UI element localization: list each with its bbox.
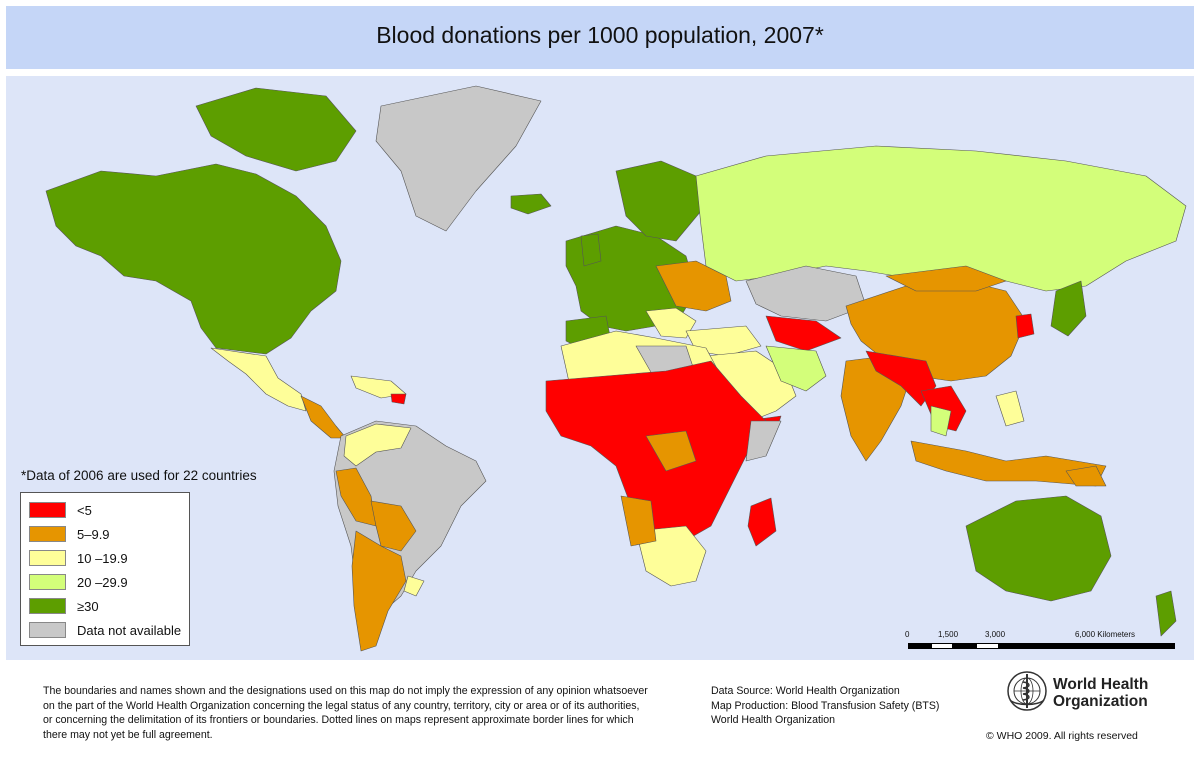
- region-argentina-chile: [351, 530, 407, 652]
- legend-item: <5: [29, 501, 92, 519]
- region-philippines: [995, 390, 1025, 427]
- source-line: Map Production: Blood Transfusion Safety…: [711, 699, 940, 712]
- legend-label: 20 –29.9: [77, 574, 128, 590]
- legend: <5 5–9.9 10 –19.9 20 –29.9 ≥30 Data not …: [20, 492, 190, 646]
- map-frame[interactable]: [6, 76, 1194, 660]
- legend-label: <5: [77, 502, 92, 518]
- legend-label: ≥30: [77, 598, 99, 614]
- region-eastern-europe: [655, 260, 732, 312]
- disclaimer-line: there may not yet be full agreement.: [43, 728, 213, 741]
- world-map[interactable]: [6, 76, 1194, 660]
- data-source: Data Source: World Health Organization M…: [711, 684, 981, 728]
- region-bolivia-paraguay: [370, 500, 417, 552]
- region-greenland: [375, 85, 542, 232]
- region-central-asia: [765, 315, 842, 352]
- scale-label: 1,500: [938, 630, 959, 639]
- title-bar: Blood donations per 1000 population, 200…: [6, 6, 1194, 69]
- region-kazakhstan: [745, 265, 867, 322]
- region-horn-of-africa: [745, 420, 782, 462]
- region-haiti: [390, 393, 407, 405]
- legend-swatch: [29, 598, 66, 614]
- legend-item: 20 –29.9: [29, 573, 128, 591]
- disclaimer-line: or concerning the delimitation of its fr…: [43, 714, 634, 726]
- region-japan: [1050, 280, 1087, 337]
- region-central-america: [300, 395, 347, 439]
- source-line: Data Source: World Health Organization: [711, 685, 900, 697]
- scale-segment: [908, 643, 931, 649]
- region-nepal-bangladesh-myanmar: [865, 350, 937, 407]
- legend-swatch: [29, 550, 66, 566]
- legend-swatch: [29, 502, 66, 518]
- org-name: World Health Organization: [1053, 676, 1148, 710]
- disclaimer: The boundaries and names shown and the d…: [43, 684, 683, 742]
- region-iran: [765, 345, 827, 392]
- legend-label: 5–9.9: [77, 526, 110, 542]
- scale-label: 3,000: [985, 630, 1006, 639]
- region-uk: [580, 233, 602, 267]
- legend-item: 5–9.9: [29, 525, 110, 543]
- data-note: *Data of 2006 are used for 22 countries: [21, 468, 257, 483]
- legend-swatch: [29, 574, 66, 590]
- disclaimer-line: on the part of the World Health Organiza…: [43, 699, 640, 712]
- region-png: [1065, 465, 1107, 487]
- region-colombia-venezuela: [343, 423, 412, 467]
- scale-label: 6,000 Kilometers: [1075, 630, 1136, 639]
- region-korea-north: [1015, 313, 1035, 339]
- region-central-africa-orange: [645, 430, 697, 472]
- scale-segment: [953, 643, 976, 649]
- who-emblem-icon: [1006, 670, 1048, 712]
- legend-swatch: [29, 622, 66, 638]
- legend-item: ≥30: [29, 597, 99, 615]
- scale-segment: [999, 643, 1175, 649]
- page-title: Blood donations per 1000 population, 200…: [376, 22, 824, 48]
- scale-segment: [931, 643, 953, 649]
- region-new-zealand: [1155, 590, 1177, 637]
- region-mongolia: [885, 265, 1007, 292]
- region-australia: [965, 495, 1112, 602]
- region-balkans: [645, 307, 697, 339]
- disclaimer-line: The boundaries and names shown and the d…: [43, 685, 648, 697]
- legend-label: 10 –19.9: [77, 550, 128, 566]
- legend-item: 10 –19.9: [29, 549, 128, 567]
- region-madagascar: [747, 497, 777, 547]
- scale-segment: [976, 643, 999, 649]
- region-uruguay: [403, 575, 425, 597]
- scale-label: 0: [905, 630, 910, 639]
- region-canadian-arctic: [195, 87, 357, 172]
- legend-swatch: [29, 526, 66, 542]
- org-name-line: Organization: [1053, 693, 1148, 710]
- region-iceland: [510, 193, 552, 215]
- source-line: World Health Organization: [711, 714, 836, 726]
- region-angola-namibia: [620, 495, 657, 547]
- region-thailand: [930, 405, 952, 437]
- legend-item: Data not available: [29, 621, 181, 639]
- region-north-america: [45, 163, 342, 355]
- legend-label: Data not available: [77, 622, 182, 638]
- org-name-line: World Health: [1053, 676, 1149, 693]
- region-mexico: [210, 347, 307, 412]
- copyright: © WHO 2009. All rights reserved: [986, 730, 1138, 742]
- region-scandinavia: [615, 160, 702, 242]
- scale-bar: 0 1,500 3,000 6,000 Kilometers: [905, 630, 1185, 660]
